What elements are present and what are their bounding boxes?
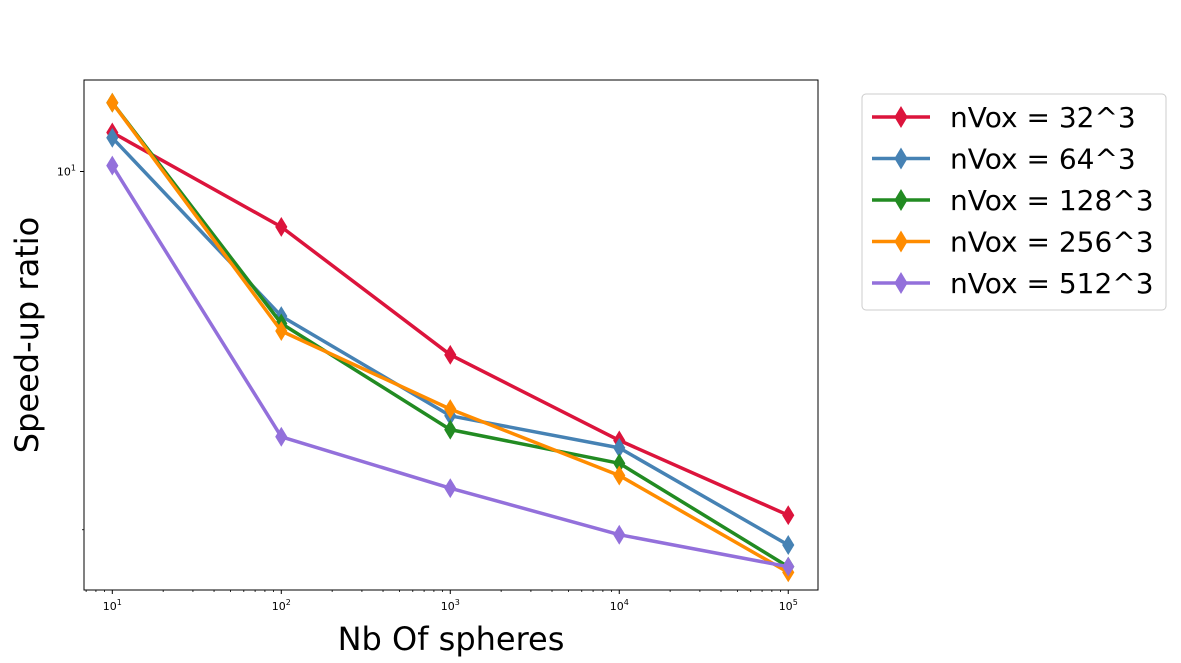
data-point: [613, 465, 626, 486]
x-tick-label: 101: [103, 598, 122, 613]
x-axis-label: Nb Of spheres: [338, 620, 565, 658]
legend-label: nVox = 32^3: [950, 101, 1136, 134]
y-axis-label: Speed-up ratio: [8, 217, 46, 453]
series-3: [106, 92, 795, 577]
legend-entry: nVox = 256^3: [872, 226, 1154, 259]
legend-label: nVox = 128^3: [950, 184, 1154, 217]
plot-frame: [83, 79, 819, 591]
data-point: [613, 524, 626, 545]
data-point: [275, 321, 288, 341]
x-tick-label: 104: [610, 598, 629, 613]
series-5: [106, 155, 795, 577]
x-tick-label: 103: [441, 598, 460, 613]
y-tick-label: 101: [57, 163, 76, 178]
series-line: [110, 101, 790, 574]
legend-marker: [894, 189, 908, 211]
legend-entry: nVox = 32^3: [872, 101, 1136, 134]
legend-marker: [894, 147, 908, 170]
legend-label: nVox = 64^3: [950, 143, 1136, 176]
data-point: [782, 535, 795, 555]
legend-label: nVox = 512^3: [950, 267, 1154, 300]
legend-entry: nVox = 512^3: [872, 267, 1154, 300]
series-4: [106, 92, 795, 583]
legend: nVox = 32^3 nVox = 64^3 nVox = 128^3 nVox =…: [861, 93, 1167, 311]
data-point: [782, 505, 795, 526]
legend-entry: nVox = 128^3: [872, 184, 1154, 217]
series-line: [111, 130, 789, 517]
y-axis-ticks: 101: [57, 163, 84, 531]
data-point: [444, 478, 457, 499]
x-axis-ticks: 101 102 103 104 105: [85, 590, 798, 613]
data-point: [275, 426, 288, 447]
legend-frame: [861, 93, 1167, 311]
data-point: [444, 344, 457, 365]
data-point: [444, 399, 457, 420]
x-tick-label: 102: [272, 598, 291, 613]
data-point: [275, 216, 288, 237]
x-tick-label: 105: [779, 598, 798, 613]
data-point: [444, 419, 457, 440]
series-layer: [106, 92, 795, 583]
data-point: [782, 556, 795, 577]
legend-marker: [894, 230, 908, 253]
legend-marker: [894, 272, 908, 294]
data-point: [106, 127, 119, 148]
legend-label: nVox = 256^3: [950, 226, 1154, 259]
legend-entry: nVox = 64^3: [872, 143, 1136, 176]
data-point: [106, 92, 119, 113]
data-point: [106, 155, 119, 176]
legend-marker: [894, 106, 908, 128]
